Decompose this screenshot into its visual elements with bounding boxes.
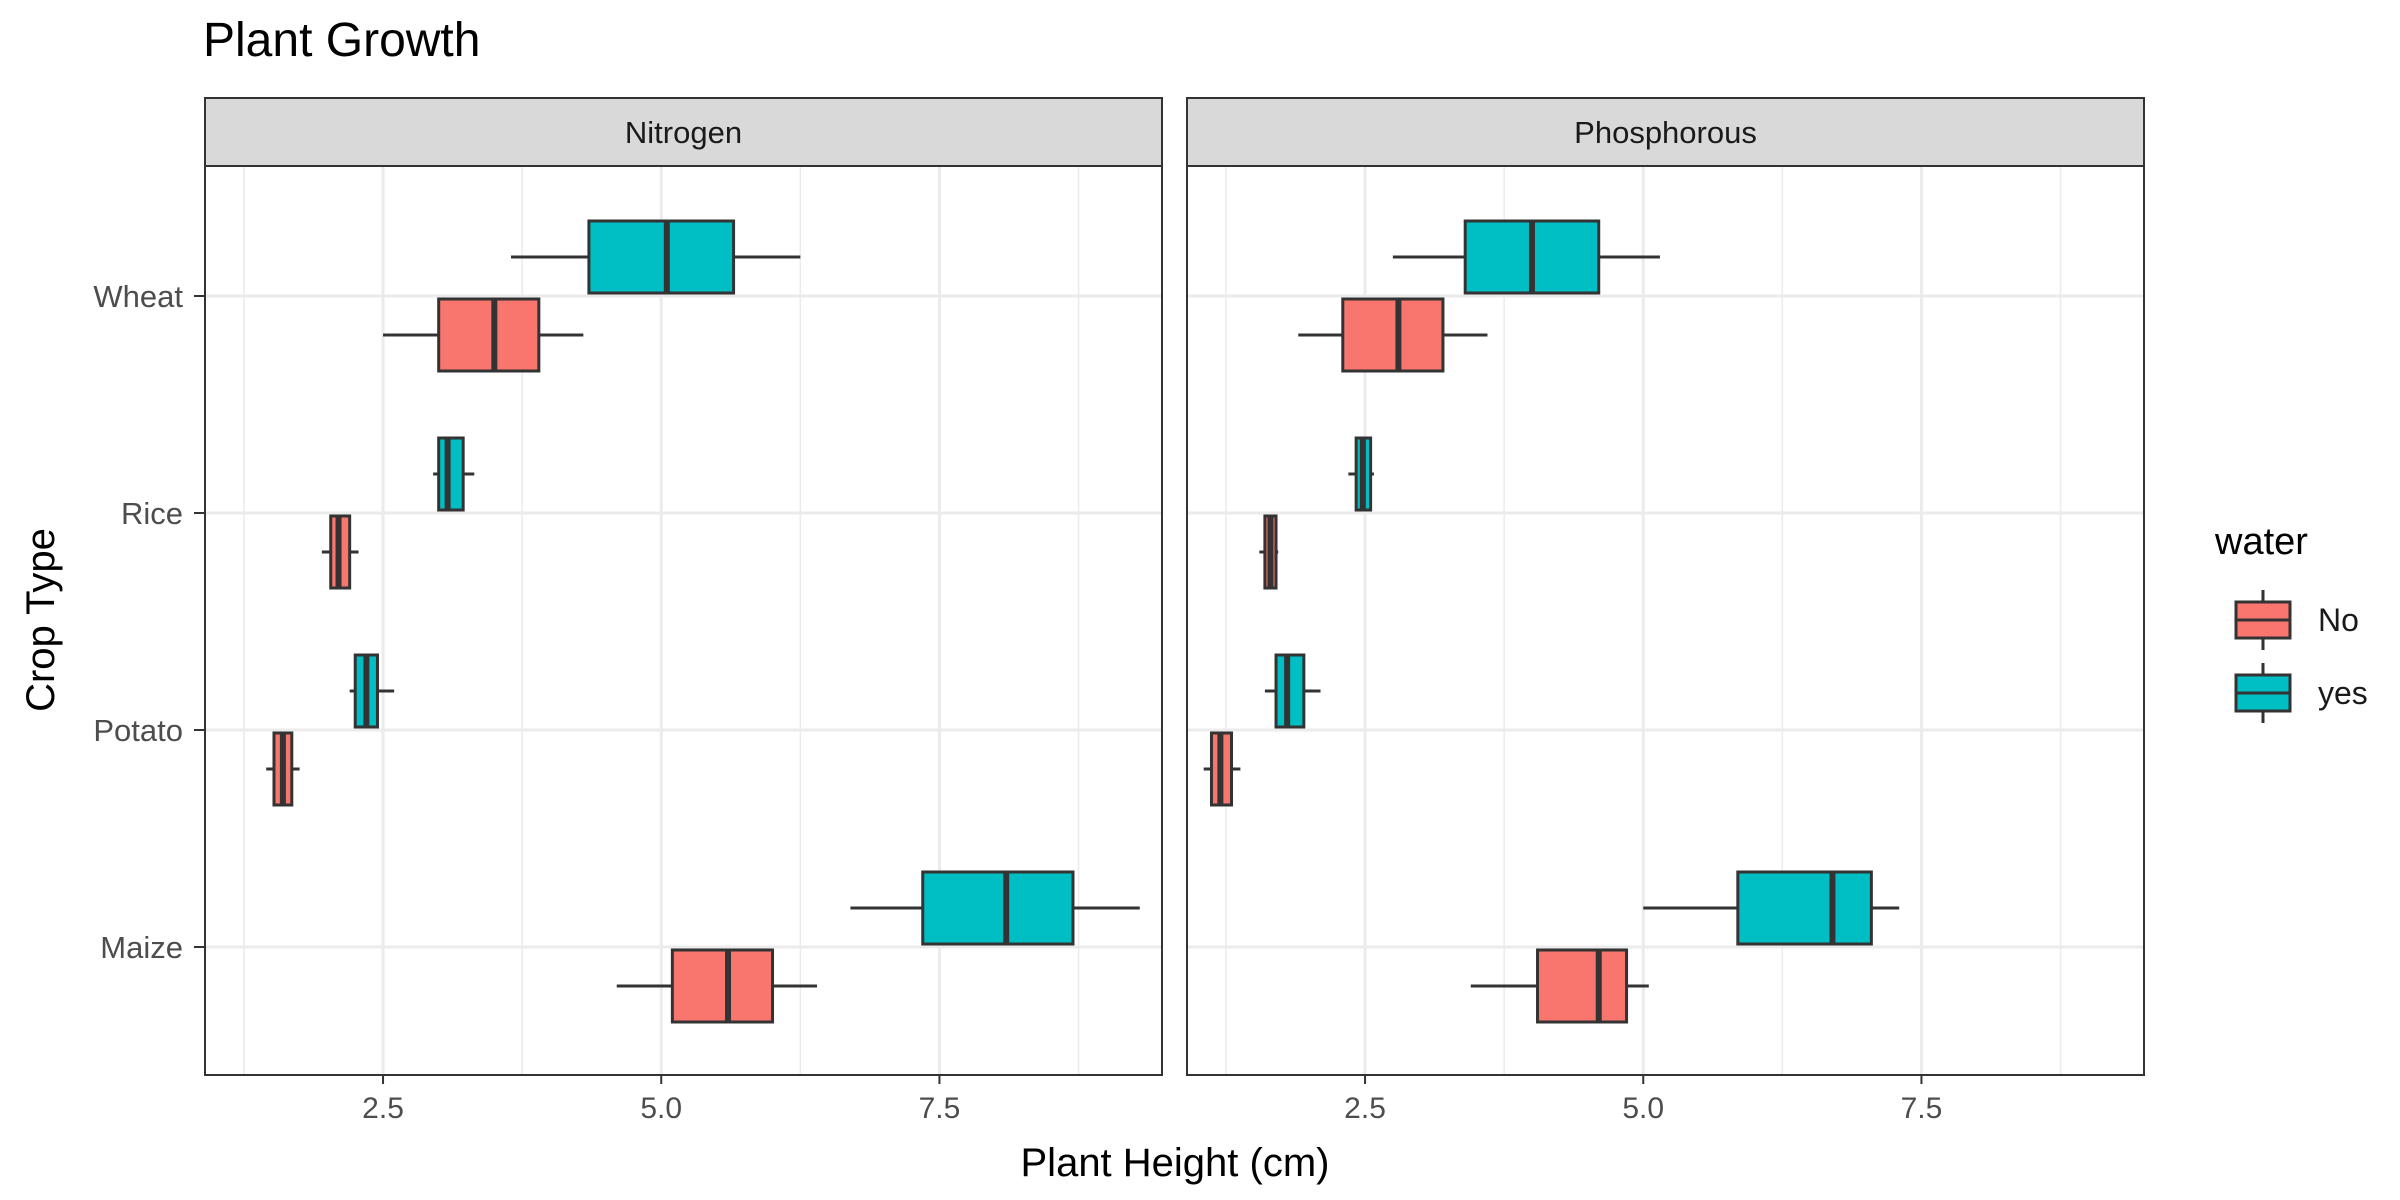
- box: [1736, 870, 1873, 946]
- grid-lines: [1187, 166, 2144, 1075]
- boxplot-maize-yes: [1643, 870, 1900, 946]
- y-axis-label: Crop Type: [19, 528, 63, 712]
- facet-label-phosphorous: Phosphorous: [1574, 115, 1757, 150]
- x-tick-label: 2.5: [362, 1092, 404, 1125]
- y-tick-label: Wheat: [93, 279, 183, 314]
- box: [1341, 297, 1445, 373]
- legend-item-no: No: [2234, 590, 2359, 650]
- facet-label-nitrogen: Nitrogen: [625, 115, 742, 150]
- box: [587, 219, 736, 295]
- x-tick-label: 5.0: [1622, 1092, 1664, 1125]
- y-tick-label: Rice: [121, 496, 183, 531]
- boxplot-rice-yes: [1348, 436, 1374, 512]
- box: [921, 870, 1075, 946]
- boxplot-potato-no: [266, 731, 300, 807]
- box: [670, 948, 775, 1024]
- boxplot-potato-yes: [349, 653, 395, 729]
- x-axis-label: Plant Height (cm): [1021, 1141, 1330, 1185]
- boxplot-rice-no: [321, 514, 359, 590]
- boxplot-wheat-no: [1298, 297, 1488, 373]
- boxplot-potato-yes: [1264, 653, 1321, 729]
- legend-item-yes: yes: [2234, 663, 2368, 723]
- box: [1536, 948, 1629, 1024]
- legend-label: No: [2318, 602, 2359, 638]
- boxplot-rice-yes: [433, 436, 475, 512]
- y-tick-label: Maize: [100, 930, 183, 965]
- x-tick-label: 7.5: [919, 1092, 961, 1125]
- boxplot-group: [1203, 219, 1900, 1024]
- y-tick-label: Potato: [93, 713, 183, 748]
- facet-strip-nitrogen: [204, 97, 1163, 167]
- boxplot-group: [266, 219, 1140, 1024]
- facet-panel-phosphorous: Phosphorous: [1186, 97, 2145, 1076]
- box: [437, 436, 465, 512]
- legend: water No yes: [2214, 521, 2368, 723]
- boxplot-maize-yes: [850, 870, 1140, 946]
- x-tick-label: 7.5: [1901, 1092, 1943, 1125]
- panel-border: [1186, 165, 2145, 1076]
- facet-panel-nitrogen: Nitrogen: [204, 97, 1163, 1076]
- boxplot-wheat-yes: [1392, 219, 1660, 295]
- boxplot-rice-no: [1259, 514, 1279, 590]
- legend-label: yes: [2318, 675, 2368, 711]
- x-axis-nitrogen: 2.5 5.0 7.5: [362, 1075, 960, 1125]
- chart-title: Plant Growth: [203, 14, 480, 67]
- panel-border: [204, 165, 1163, 1076]
- legend-title: water: [2214, 521, 2308, 563]
- boxplot-wheat-no: [383, 297, 584, 373]
- boxplot-maize-no: [1470, 948, 1649, 1024]
- boxplot-wheat-yes: [511, 219, 801, 295]
- y-axis: Wheat Rice Potato Maize: [93, 279, 205, 965]
- x-tick-label: 5.0: [640, 1092, 682, 1125]
- box: [437, 297, 541, 373]
- boxplot-potato-no: [1203, 731, 1241, 807]
- x-tick-label: 2.5: [1344, 1092, 1386, 1125]
- facet-strip-phosphorous: [1186, 97, 2145, 167]
- x-axis-phosphorous: 2.5 5.0 7.5: [1344, 1075, 1942, 1125]
- boxplot-maize-no: [616, 948, 818, 1024]
